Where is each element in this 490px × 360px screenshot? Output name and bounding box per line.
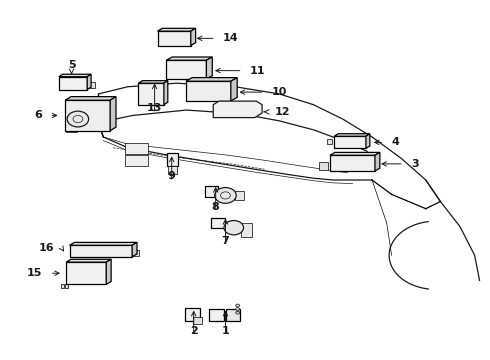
- Polygon shape: [59, 77, 87, 90]
- Bar: [66, 105, 77, 119]
- Polygon shape: [366, 134, 370, 148]
- Bar: [226, 309, 240, 321]
- Bar: [65, 284, 68, 288]
- Polygon shape: [70, 242, 137, 245]
- Text: 10: 10: [272, 87, 287, 97]
- Polygon shape: [106, 259, 111, 284]
- Bar: [319, 162, 328, 170]
- Circle shape: [215, 188, 236, 203]
- Polygon shape: [65, 96, 116, 100]
- Bar: [211, 218, 225, 228]
- Polygon shape: [166, 57, 212, 60]
- Bar: [66, 120, 77, 132]
- Bar: [133, 250, 139, 256]
- Text: 16: 16: [39, 243, 54, 253]
- Polygon shape: [166, 60, 206, 79]
- Text: 13: 13: [147, 103, 162, 113]
- Bar: [205, 186, 218, 197]
- Polygon shape: [375, 152, 380, 171]
- Bar: [327, 139, 332, 144]
- Polygon shape: [70, 245, 132, 257]
- Bar: [241, 224, 252, 237]
- Polygon shape: [186, 78, 237, 81]
- Circle shape: [236, 308, 240, 311]
- Bar: [168, 166, 177, 174]
- Text: 7: 7: [221, 236, 229, 246]
- Text: 3: 3: [411, 159, 419, 169]
- Polygon shape: [132, 242, 137, 257]
- Bar: [93, 104, 107, 123]
- Bar: [125, 154, 148, 166]
- Text: 8: 8: [212, 202, 220, 212]
- Text: 1: 1: [221, 325, 229, 336]
- Polygon shape: [87, 74, 91, 90]
- Polygon shape: [65, 100, 110, 131]
- Polygon shape: [330, 155, 375, 171]
- Bar: [185, 308, 200, 320]
- Polygon shape: [139, 83, 164, 105]
- Bar: [209, 309, 224, 321]
- Text: 6: 6: [34, 111, 42, 121]
- Bar: [125, 143, 148, 154]
- Bar: [235, 191, 244, 200]
- Polygon shape: [206, 57, 212, 79]
- Bar: [167, 153, 178, 166]
- Text: 4: 4: [392, 138, 399, 147]
- Polygon shape: [334, 134, 370, 136]
- Text: 9: 9: [168, 171, 175, 181]
- Circle shape: [67, 111, 89, 127]
- Bar: [61, 284, 64, 288]
- Text: 2: 2: [190, 325, 197, 336]
- Polygon shape: [213, 101, 262, 118]
- Bar: [193, 317, 202, 324]
- Polygon shape: [231, 78, 237, 101]
- Text: 14: 14: [223, 33, 239, 43]
- Polygon shape: [186, 81, 231, 101]
- Polygon shape: [139, 81, 168, 83]
- Polygon shape: [330, 152, 380, 155]
- Polygon shape: [158, 31, 191, 45]
- Circle shape: [236, 311, 240, 314]
- Circle shape: [236, 304, 240, 307]
- Text: 5: 5: [68, 60, 75, 70]
- Polygon shape: [110, 96, 116, 131]
- Text: 11: 11: [250, 66, 266, 76]
- Polygon shape: [66, 259, 111, 262]
- Polygon shape: [158, 28, 196, 31]
- Text: 12: 12: [274, 107, 290, 117]
- Bar: [142, 84, 161, 96]
- Circle shape: [224, 221, 244, 235]
- Polygon shape: [191, 28, 196, 45]
- Bar: [89, 82, 95, 88]
- Polygon shape: [59, 74, 91, 77]
- Polygon shape: [334, 136, 366, 148]
- Polygon shape: [66, 262, 106, 284]
- Polygon shape: [164, 81, 168, 105]
- Text: 15: 15: [27, 268, 42, 278]
